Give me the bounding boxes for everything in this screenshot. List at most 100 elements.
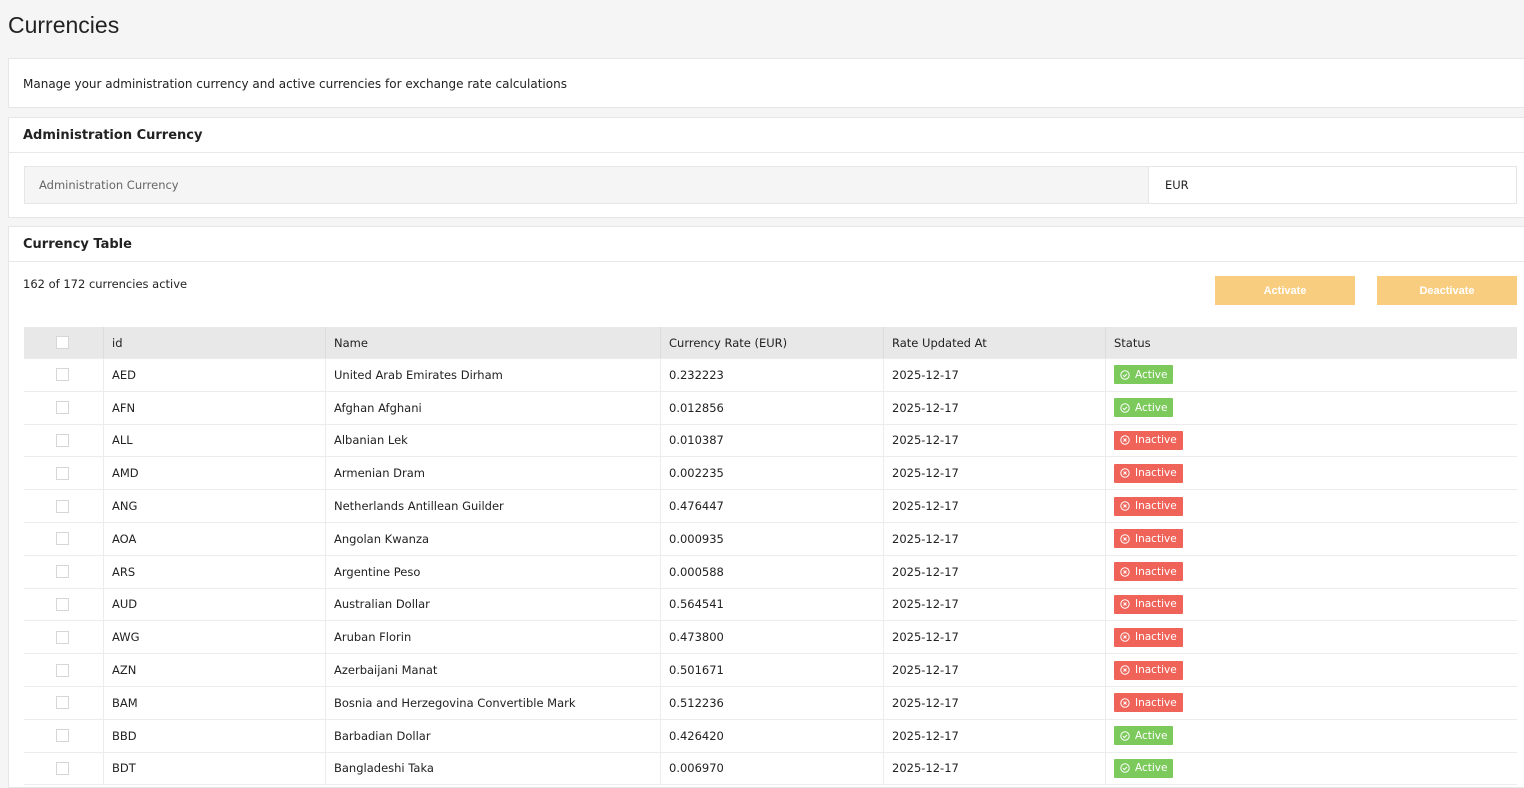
table-cell: Argentine Peso <box>325 555 660 588</box>
cell-text: Barbadian Dollar <box>334 728 431 743</box>
table-row: ANG Netherlands Antillean Guilder 0.476447… <box>24 490 1517 523</box>
cell-text: 2025-12-17 <box>892 663 959 678</box>
cell-text: 2025-12-17 <box>892 728 959 743</box>
table-row: AZN Azerbaijani Manat 0.501671 2025-12-17 In… <box>24 654 1517 687</box>
column-header: Currency Rate (EUR) <box>669 335 788 350</box>
cell-text: Australian Dollar <box>334 597 430 612</box>
activate-button[interactable]: Activate <box>1215 276 1355 305</box>
row-checkbox[interactable] <box>56 630 69 644</box>
row-checkbox[interactable] <box>56 761 69 775</box>
cell-text: Armenian Dram <box>334 466 425 481</box>
table-cell: 2025-12-17 <box>883 555 1105 588</box>
cell-text: Aruban Florin <box>334 630 412 645</box>
table-cell: Status <box>1105 327 1517 358</box>
table-cell <box>24 359 103 391</box>
row-checkbox[interactable] <box>56 565 69 579</box>
table-cell: ALL <box>103 424 325 457</box>
table-cell: BDT <box>103 752 325 785</box>
table-row: BDT Bangladeshi Taka 0.006970 2025-12-17 Act… <box>24 752 1517 786</box>
cell-text: 0.010387 <box>669 433 724 448</box>
row-checkbox[interactable] <box>56 532 69 546</box>
table-cell <box>24 556 103 588</box>
row-checkbox[interactable] <box>56 663 69 677</box>
table-cell: 0.000935 <box>660 522 883 555</box>
row-checkbox[interactable] <box>56 368 69 382</box>
cell-text: 2025-12-17 <box>892 499 959 514</box>
table-cell: Afghan Afghani <box>325 391 660 424</box>
status-text: Inactive <box>1135 467 1177 480</box>
cell-text: 0.512236 <box>669 695 724 710</box>
page-title: Currencies <box>8 12 120 38</box>
description: Manage your administration currency and … <box>23 77 567 91</box>
table-cell: Active <box>1105 752 1517 785</box>
status-text: Active <box>1135 368 1168 381</box>
status-badge: Inactive <box>1114 496 1183 516</box>
table-cell: Active <box>1105 359 1517 391</box>
table-cell: Inactive <box>1105 522 1517 555</box>
row-checkbox[interactable] <box>56 597 69 611</box>
select-all-checkbox[interactable] <box>56 336 69 349</box>
admin-field: Administration Currency EUR <box>24 166 1517 204</box>
table-cell: United Arab Emirates Dirham <box>325 359 660 391</box>
status-badge: Active <box>1114 758 1174 778</box>
cell-text: AOA <box>112 531 137 546</box>
row-checkbox[interactable] <box>56 729 69 743</box>
row-checkbox[interactable] <box>56 466 69 480</box>
currency-table: id Name Currency Rate (EUR) Rate Updated At… <box>24 327 1517 786</box>
separator <box>9 152 1524 153</box>
admin-card: Administration Currency Administration C… <box>8 117 1524 218</box>
table-cell: 2025-12-17 <box>883 424 1105 457</box>
table-cell: Inactive <box>1105 686 1517 719</box>
table-cell <box>24 327 103 358</box>
table-cell <box>24 720 103 752</box>
deactivate-button[interactable]: Deactivate <box>1377 276 1517 305</box>
table-cell: 0.012856 <box>660 391 883 424</box>
status-badge: Inactive <box>1114 594 1183 614</box>
table-cell: 2025-12-17 <box>883 654 1105 686</box>
cell-text: 0.006970 <box>669 761 724 776</box>
status-badge: Active <box>1114 726 1174 746</box>
cell-text: 2025-12-17 <box>892 466 959 481</box>
table-cell: 2025-12-17 <box>883 588 1105 621</box>
row-checkbox[interactable] <box>56 401 69 415</box>
table-cell: AZN <box>103 654 325 686</box>
table-cell: 0.426420 <box>660 719 883 752</box>
table-cell: 2025-12-17 <box>883 522 1105 555</box>
cell-text: Bangladeshi Taka <box>334 761 434 776</box>
cell-text: 0.002235 <box>669 466 724 481</box>
cell-text: ALL <box>112 433 133 448</box>
table-row: AED United Arab Emirates Dirham 0.232223 20… <box>24 359 1517 392</box>
row-checkbox[interactable] <box>56 696 69 710</box>
table-cell: AWG <box>103 621 325 654</box>
table-row: AFN Afghan Afghani 0.012856 2025-12-17 Activ… <box>24 391 1517 425</box>
table-cell: Inactive <box>1105 424 1517 457</box>
cell-text: Argentine Peso <box>334 564 421 579</box>
table-cell: Bangladeshi Taka <box>325 752 660 785</box>
table-cell: Rate Updated At <box>883 327 1105 358</box>
status-badge: Active <box>1114 365 1174 385</box>
table-cell: 0.002235 <box>660 457 883 490</box>
column-header: Name <box>334 335 368 350</box>
cell-text: 0.564541 <box>669 597 724 612</box>
field-value[interactable]: EUR <box>1165 178 1189 192</box>
table-cell: 2025-12-17 <box>883 490 1105 522</box>
table-cell: 0.000588 <box>660 555 883 588</box>
cell-text: Angolan Kwanza <box>334 531 430 546</box>
cell-text: 0.476447 <box>669 499 724 514</box>
row-checkbox[interactable] <box>56 433 69 447</box>
cell-text: 2025-12-17 <box>892 597 959 612</box>
table-row: AWG Aruban Florin 0.473800 2025-12-17 Inacti… <box>24 621 1517 655</box>
table-cell: Inactive <box>1105 588 1517 621</box>
status-badge: Inactive <box>1114 627 1183 647</box>
cell-text: 0.232223 <box>669 367 724 382</box>
status-text: Inactive <box>1135 565 1177 578</box>
table-cell <box>24 687 103 719</box>
table-row: AMD Armenian Dram 0.002235 2025-12-17 Inacti… <box>24 457 1517 491</box>
table-cell: 0.006970 <box>660 752 883 785</box>
table-cell: 0.232223 <box>660 359 883 391</box>
row-checkbox[interactable] <box>56 499 69 513</box>
table-cell: AOA <box>103 522 325 555</box>
cell-text: AMD <box>112 466 139 481</box>
cell-text: AUD <box>112 597 138 612</box>
